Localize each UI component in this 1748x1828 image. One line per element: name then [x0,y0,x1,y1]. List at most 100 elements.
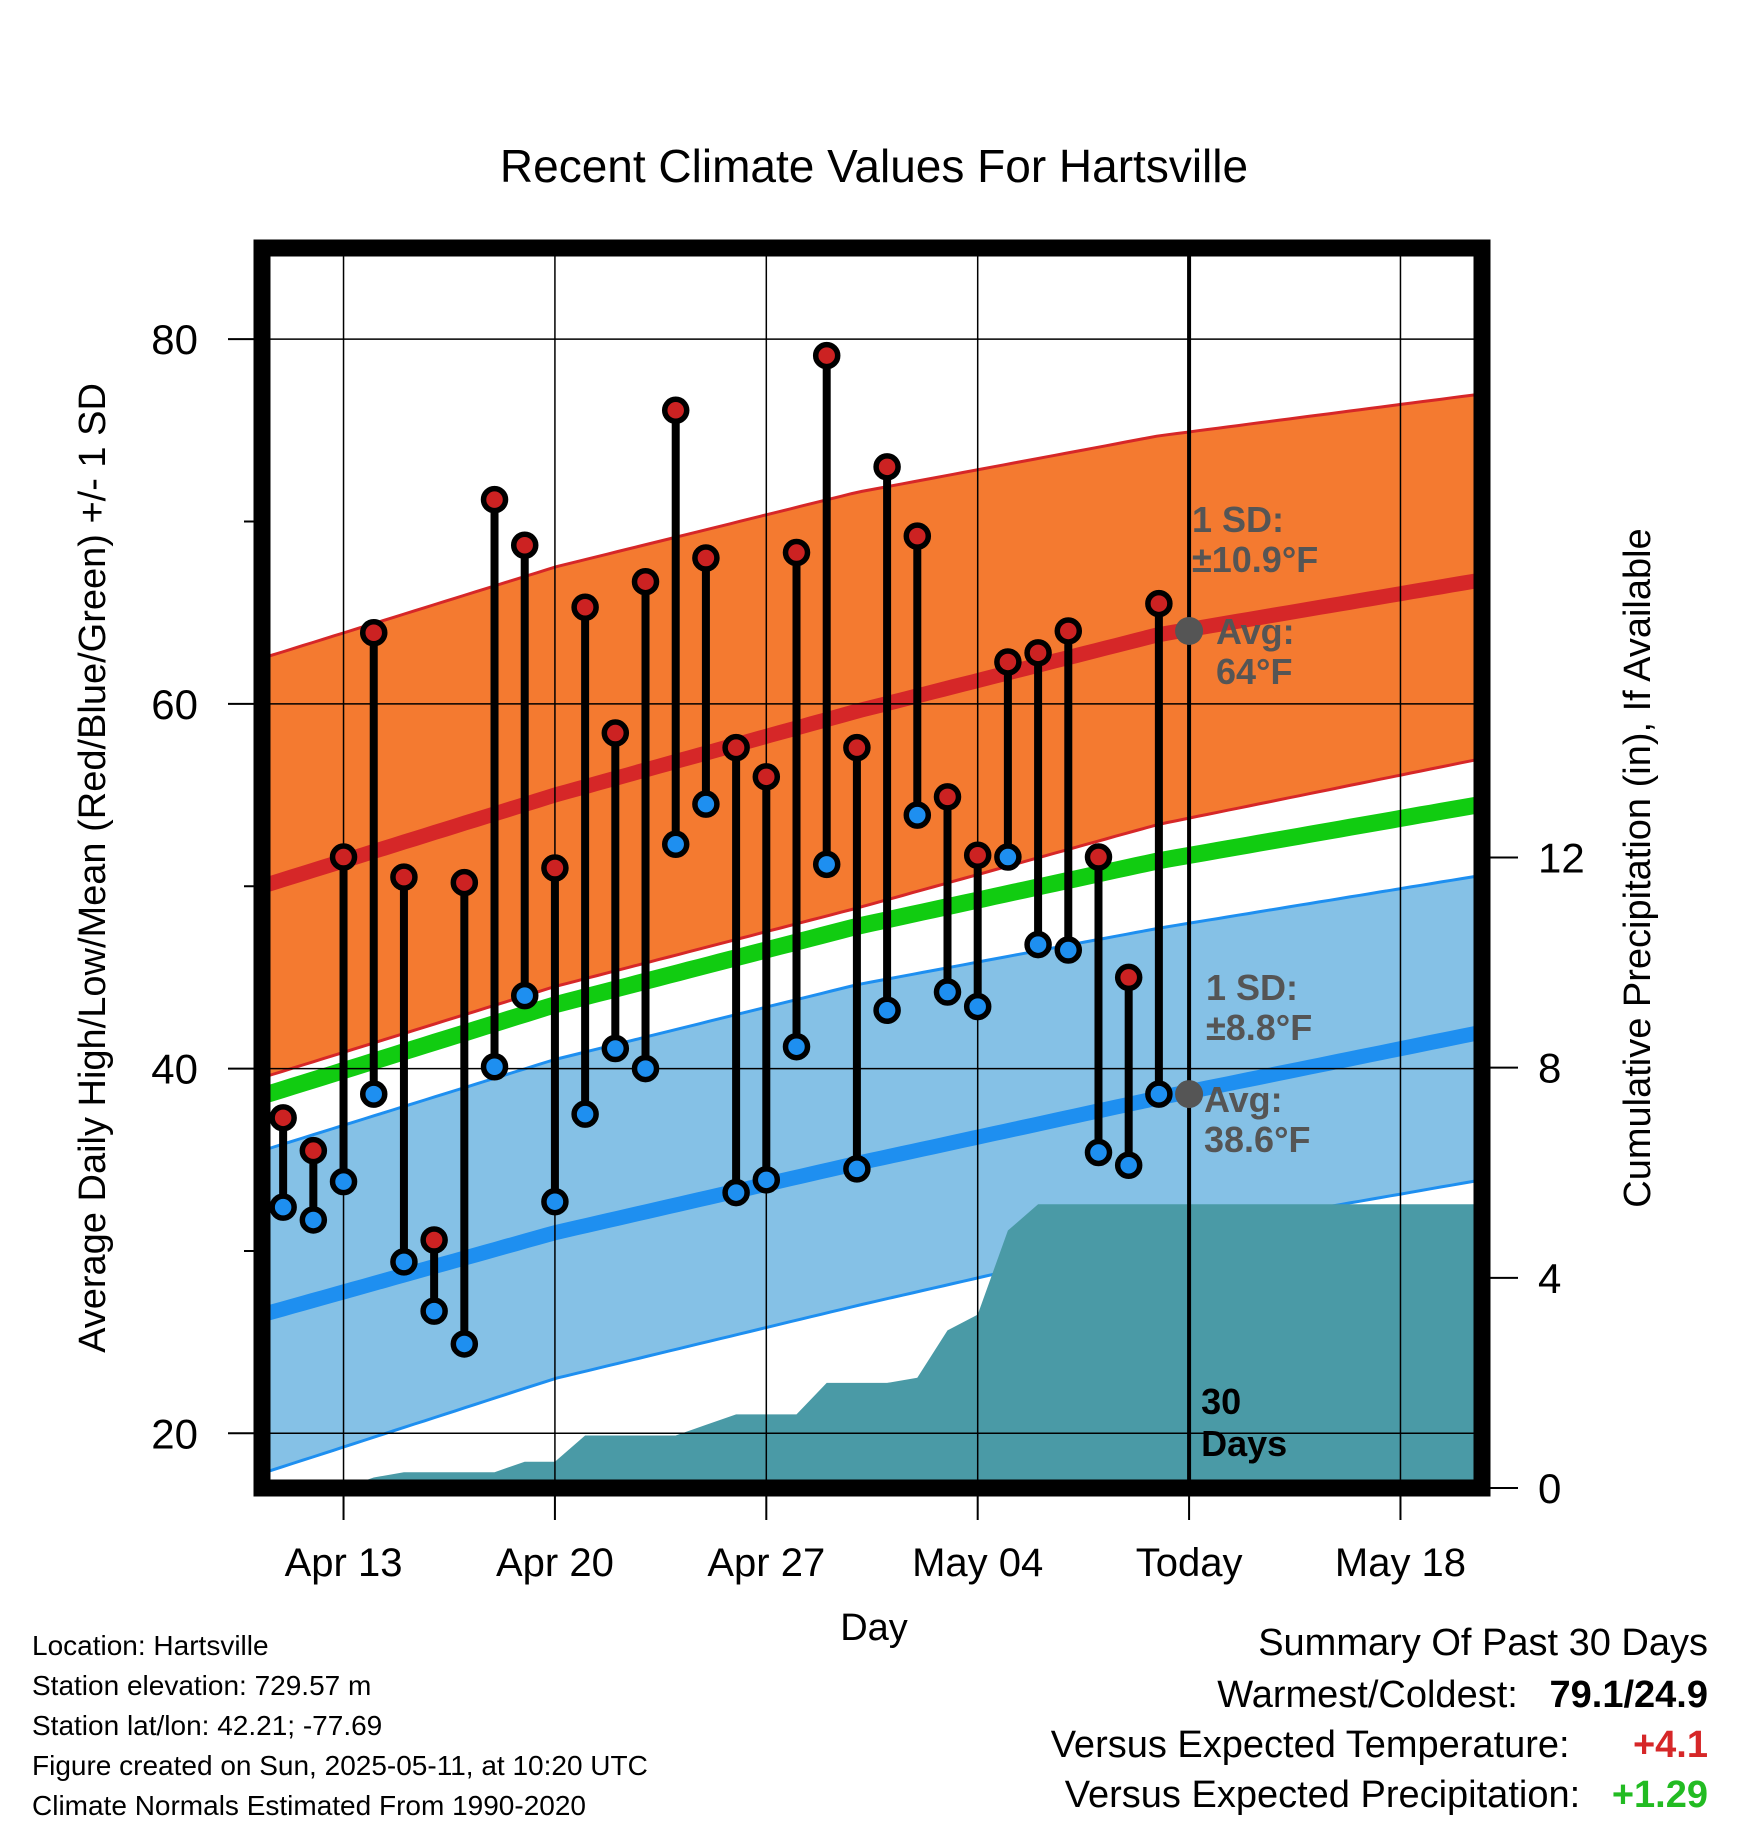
low-point [1145,1080,1173,1108]
high-point [359,619,388,647]
high-point [390,863,418,891]
x-tick-label: May 04 [912,1541,1043,1585]
high-point [661,396,690,425]
high-point [903,522,932,550]
high-point [269,1104,297,1132]
footer-created: Figure created on Sun, 2025-05-11, at 10… [32,1750,648,1781]
low-point [299,1206,328,1234]
x-tick-label: Apr 20 [496,1541,614,1585]
summary-temp-label: Versus Expected Temperature: [1050,1724,1570,1766]
low-point [480,1053,509,1081]
high-point [692,544,720,572]
high-avg-annotation-line: Avg: [1216,611,1295,652]
low-avg-annotation: Avg: 38.6°F [1204,1079,1310,1160]
low-normal-marker [1175,1080,1204,1109]
summary-title: Summary Of Past 30 Days [1258,1622,1708,1664]
low-point [873,996,901,1024]
summary-warm-cold-label: Warmest/Coldest: [1217,1674,1518,1716]
high-point [963,841,992,869]
high-point [1054,617,1083,645]
precip-area [262,1204,1482,1488]
x-axis-label: Day [840,1607,908,1649]
high-normal-marker [1175,616,1204,645]
x-tick-label: Today [1136,1541,1243,1585]
y2-tick-label: 12 [1538,834,1585,881]
low-point [692,790,720,818]
low-point [541,1187,569,1216]
low-sd-annotation: 1 SD: ±8.8°F [1206,967,1312,1048]
low-sd-annotation-line: ±8.8°F [1206,1007,1312,1048]
high-point [722,733,750,762]
high-point [631,567,660,596]
low-point [390,1248,418,1276]
high-point [812,341,841,370]
high-sd-annotation: 1 SD: ±10.9°F [1192,499,1318,580]
low-point [903,801,932,829]
x-tick-label: Apr 27 [707,1541,825,1585]
high-point [994,648,1022,676]
y-tick-label: 40 [151,1046,198,1093]
summary-warm-cold-value: 79.1/24.9 [1549,1674,1708,1716]
high-point [1145,589,1173,618]
days-window-label-line: 30 [1201,1381,1241,1422]
low-point [631,1054,660,1083]
summary-warm-cold: Warmest/Coldest: 79.1/24.9 [1217,1676,1708,1714]
footer-normals: Climate Normals Estimated From 1990-2020 [32,1790,586,1821]
low-point [661,830,690,859]
high-sd-upper-line [262,392,1482,660]
low-point [601,1034,630,1063]
high-sd-annotation-line: 1 SD: [1192,499,1284,540]
x-tick-label: May 18 [1335,1541,1466,1585]
high-point [873,453,901,481]
low-point [1114,1151,1143,1179]
high-point [601,719,630,747]
high-mean-line [262,572,1482,894]
high-point [480,485,509,514]
y-axis-label: Average Daily High/Low/Mean (Red/Blue/Gr… [72,383,114,1353]
low-point [722,1178,750,1207]
low-point [843,1155,871,1183]
summary-temp-value: +4.1 [1632,1724,1708,1766]
summary-precip-value: +1.29 [1611,1774,1708,1816]
low-point [812,850,841,879]
low-point [782,1032,811,1061]
high-avg-annotation-line: 64°F [1216,651,1292,692]
high-point [510,531,539,559]
high-point [933,783,962,811]
low-point [1084,1138,1113,1167]
y-tick-label: 20 [151,1410,198,1457]
y2-tick-label: 4 [1538,1255,1561,1302]
high-point [571,593,599,621]
low-point [450,1330,479,1358]
low-point [1054,936,1083,964]
low-point [510,981,539,1010]
low-sd-annotation-line: 1 SD: [1206,967,1298,1008]
x-tick-label: Apr 13 [285,1541,403,1585]
high-point [752,763,781,791]
high-point [541,854,569,882]
summary-temperature: Versus Expected Temperature: +4.1 [1051,1726,1708,1764]
high-point [1024,639,1052,667]
low-point [269,1193,297,1221]
y2-tick-label: 8 [1538,1045,1561,1092]
y-tick-label: 80 [151,316,198,363]
days-window-label: 30 Days [1201,1381,1287,1464]
high-point [299,1136,328,1165]
low-point [359,1080,388,1108]
high-point [450,868,479,897]
low-point [994,843,1022,871]
low-point [752,1166,781,1194]
plot-area [262,248,1482,1488]
high-point [843,733,871,762]
footer-location: Location: Hartsville [32,1630,269,1661]
summary-precipitation: Versus Expected Precipitation: +1.29 [1065,1776,1708,1814]
y-tick-label: 60 [151,681,198,728]
high-point [1084,843,1113,871]
plot-frame [253,239,1491,1497]
low-point [1024,930,1052,959]
days-window-label-line: Days [1201,1423,1287,1464]
low-point [329,1167,358,1196]
low-point [963,992,992,1021]
